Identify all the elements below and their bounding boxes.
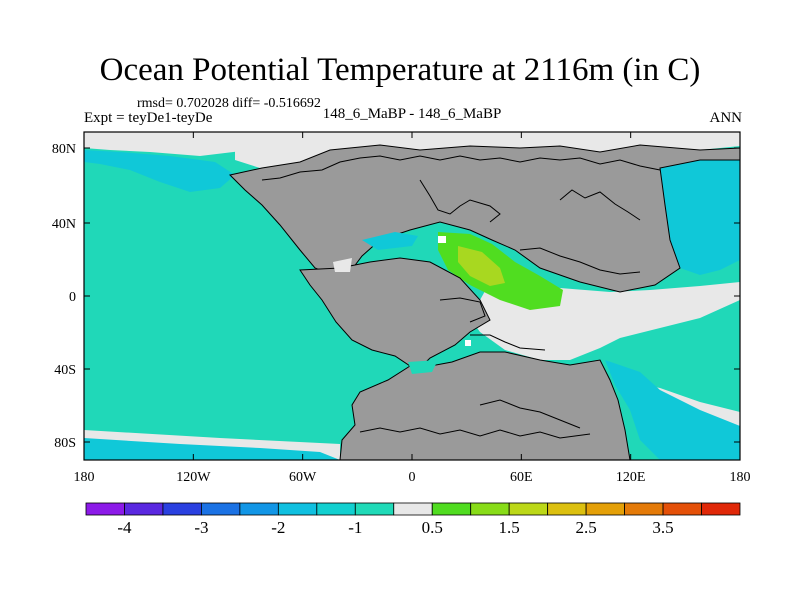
stats-line: rmsd= 0.702028 diff= -0.516692 [137, 96, 321, 111]
colorbar-swatch [431, 502, 472, 516]
colorbar-swatch [239, 502, 279, 516]
map-title: Ocean Potential Temperature at 2116m (in… [99, 52, 701, 88]
colorbar-label: -4 [117, 518, 132, 537]
experiment-label: Expt = teyDe1-teyDe [84, 110, 213, 126]
lon-tick-label: 180 [730, 470, 751, 485]
lon-tick-label: 60W [289, 470, 317, 485]
colorbar-swatch [354, 502, 395, 516]
colorbar-swatch [85, 502, 125, 516]
colorbar-swatch [201, 502, 241, 516]
season-label: ANN [709, 110, 743, 126]
colorbar-label: 1.5 [499, 518, 520, 537]
region-minus-two-northwest [84, 150, 235, 192]
lat-tick-label: 0 [69, 290, 76, 305]
lat-tick-label: 40S [54, 363, 76, 378]
lat-tick-label: 80N [52, 142, 76, 157]
region-minus-two-south [84, 438, 340, 460]
island-tethys-coast [333, 258, 352, 272]
map-field [84, 132, 740, 460]
colorbar-label: -3 [194, 518, 208, 537]
colorbar-swatch [124, 502, 164, 516]
axis-ticks: 180 120W 60W 0 60E 120E 180 80N 40N 0 40S 80S [52, 132, 751, 485]
region-near-zero-arctic-north [235, 132, 740, 168]
colorbar-swatch [547, 502, 587, 516]
colorbar-swatch [162, 502, 202, 516]
case-label: 148_6_MaBP - 148_6_MaBP [322, 106, 502, 122]
landmass-gondwana [299, 257, 631, 460]
colorbar-swatch [470, 502, 510, 516]
colorbar-label: 3.5 [652, 518, 673, 537]
speck-2 [465, 340, 471, 346]
speck-1 [438, 236, 446, 243]
colorbar-label: -1 [348, 518, 362, 537]
lon-tick-label: 0 [409, 470, 416, 485]
coastline-details [261, 155, 661, 439]
lon-tick-label: 60E [510, 470, 533, 485]
lat-tick-label: 80S [54, 436, 76, 451]
colorbar-swatch [585, 502, 625, 516]
colorbar-swatch [277, 502, 318, 516]
region-plus-one-five [458, 246, 505, 286]
colorbar-label: 0.5 [422, 518, 443, 537]
colorbar-label: -2 [271, 518, 285, 537]
colorbar-swatch [662, 502, 702, 516]
region-near-zero-arctic-west [84, 132, 250, 156]
colorbar-swatch [316, 502, 356, 516]
region-minus-two-east-basin [660, 160, 740, 275]
colorbar-swatch [624, 502, 664, 516]
lon-tick-label: 120W [176, 470, 211, 485]
colorbar-swatch [701, 502, 741, 516]
colorbar-swatch [508, 502, 549, 516]
island-cyan-north [362, 232, 418, 250]
colorbar-swatch [393, 502, 433, 516]
lon-tick-label: 120E [616, 470, 646, 485]
island-cyan-south [408, 360, 438, 374]
colorbar: -4 -3 -2 -1 0.5 1.5 2.5 3.5 [85, 502, 741, 537]
region-minus-two-southeast [605, 360, 740, 460]
colorbar-label: 2.5 [575, 518, 596, 537]
lat-tick-label: 40N [52, 217, 76, 232]
lon-tick-label: 180 [74, 470, 95, 485]
